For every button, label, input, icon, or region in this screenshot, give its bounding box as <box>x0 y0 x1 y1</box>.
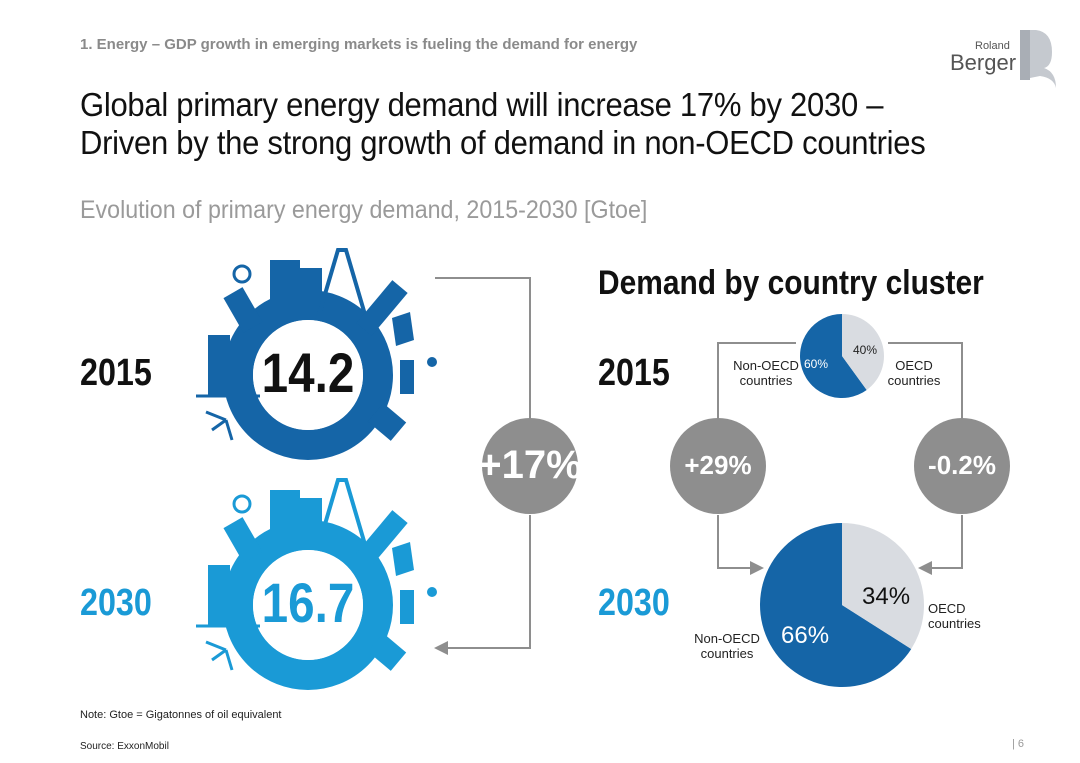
label-2015-oecd: OECD countries <box>886 358 942 388</box>
label-2015-non-oecd-line2: countries <box>739 373 793 388</box>
total-growth-label: +17% <box>478 443 582 487</box>
connector-oecd-bottom <box>926 515 963 569</box>
connector-oecd-top <box>888 342 963 420</box>
connector-top <box>435 277 531 420</box>
connector-bottom <box>445 515 531 649</box>
label-2030-oecd-line1: OECD <box>928 601 966 616</box>
pie-2015-oecd-value: 40% <box>853 343 878 357</box>
non-oecd-growth-badge <box>670 418 766 514</box>
headline-line-2: Driven by the strong growth of demand in… <box>80 124 926 161</box>
growth-badge <box>482 418 578 514</box>
label-2030-non-oecd-line1: Non-OECD <box>694 631 760 646</box>
pie-2030-oecd-value: 34% <box>862 583 911 610</box>
label-2015-non-oecd-line1: Non-OECD <box>733 358 799 373</box>
pie-2030-non-oecd-value: 66% <box>781 622 830 649</box>
headline-line-1: Global primary energy demand will increa… <box>80 86 884 123</box>
city-ring-2030 <box>196 478 437 690</box>
arrow-oecd <box>918 561 932 575</box>
pie-2015-slice-oecd <box>842 314 884 390</box>
slide-kicker: 1. Energy – GDP growth in emerging marke… <box>80 36 638 53</box>
chart-subtitle: Evolution of primary energy demand, 2015… <box>80 196 648 224</box>
oecd-growth-label: -0.2% <box>928 450 996 480</box>
label-2015-oecd-line2: countries <box>887 373 941 388</box>
year-2015-left: 2015 <box>80 352 152 394</box>
source-note: Source: ExxonMobil <box>80 741 169 752</box>
label-2030-non-oecd: Non-OECD countries <box>690 631 764 661</box>
headline: Global primary energy demand will increa… <box>80 86 926 162</box>
year-2030-right: 2030 <box>598 582 670 624</box>
label-2030-non-oecd-line2: countries <box>700 646 754 661</box>
non-oecd-growth-label: +29% <box>684 450 752 480</box>
total-2015: 14.2 <box>261 341 355 404</box>
logo-berger: Berger <box>950 50 1017 75</box>
pie-2015-non-oecd-value: 60% <box>804 357 829 371</box>
connector-non-oecd-top <box>717 342 796 420</box>
label-2015-non-oecd: Non-OECD countries <box>730 358 802 388</box>
city-ring-2015 <box>196 248 437 460</box>
pie-2030-slice-oecd <box>842 523 924 649</box>
logo-roland: Roland <box>975 40 1010 52</box>
footnote: Note: Gtoe = Gigatonnes of oil equivalen… <box>80 709 282 721</box>
arrow-non-oecd <box>750 561 764 575</box>
label-2015-oecd-line1: OECD <box>895 358 933 373</box>
pie-2030-slice-non-oecd <box>759 523 912 687</box>
year-2015-right: 2015 <box>598 352 670 394</box>
year-2030-left: 2030 <box>80 582 152 624</box>
label-2030-oecd: OECD countries <box>928 601 988 631</box>
pie-2015-slice-non-oecd <box>799 314 867 398</box>
page-number: | 6 <box>1012 738 1025 750</box>
connector-non-oecd-bottom <box>717 515 756 569</box>
panel-title: Demand by country cluster <box>598 264 984 302</box>
label-2030-oecd-line2: countries <box>928 616 981 631</box>
total-2030: 16.7 <box>261 571 355 634</box>
arrow-head <box>434 641 448 655</box>
oecd-growth-badge <box>914 418 1010 514</box>
